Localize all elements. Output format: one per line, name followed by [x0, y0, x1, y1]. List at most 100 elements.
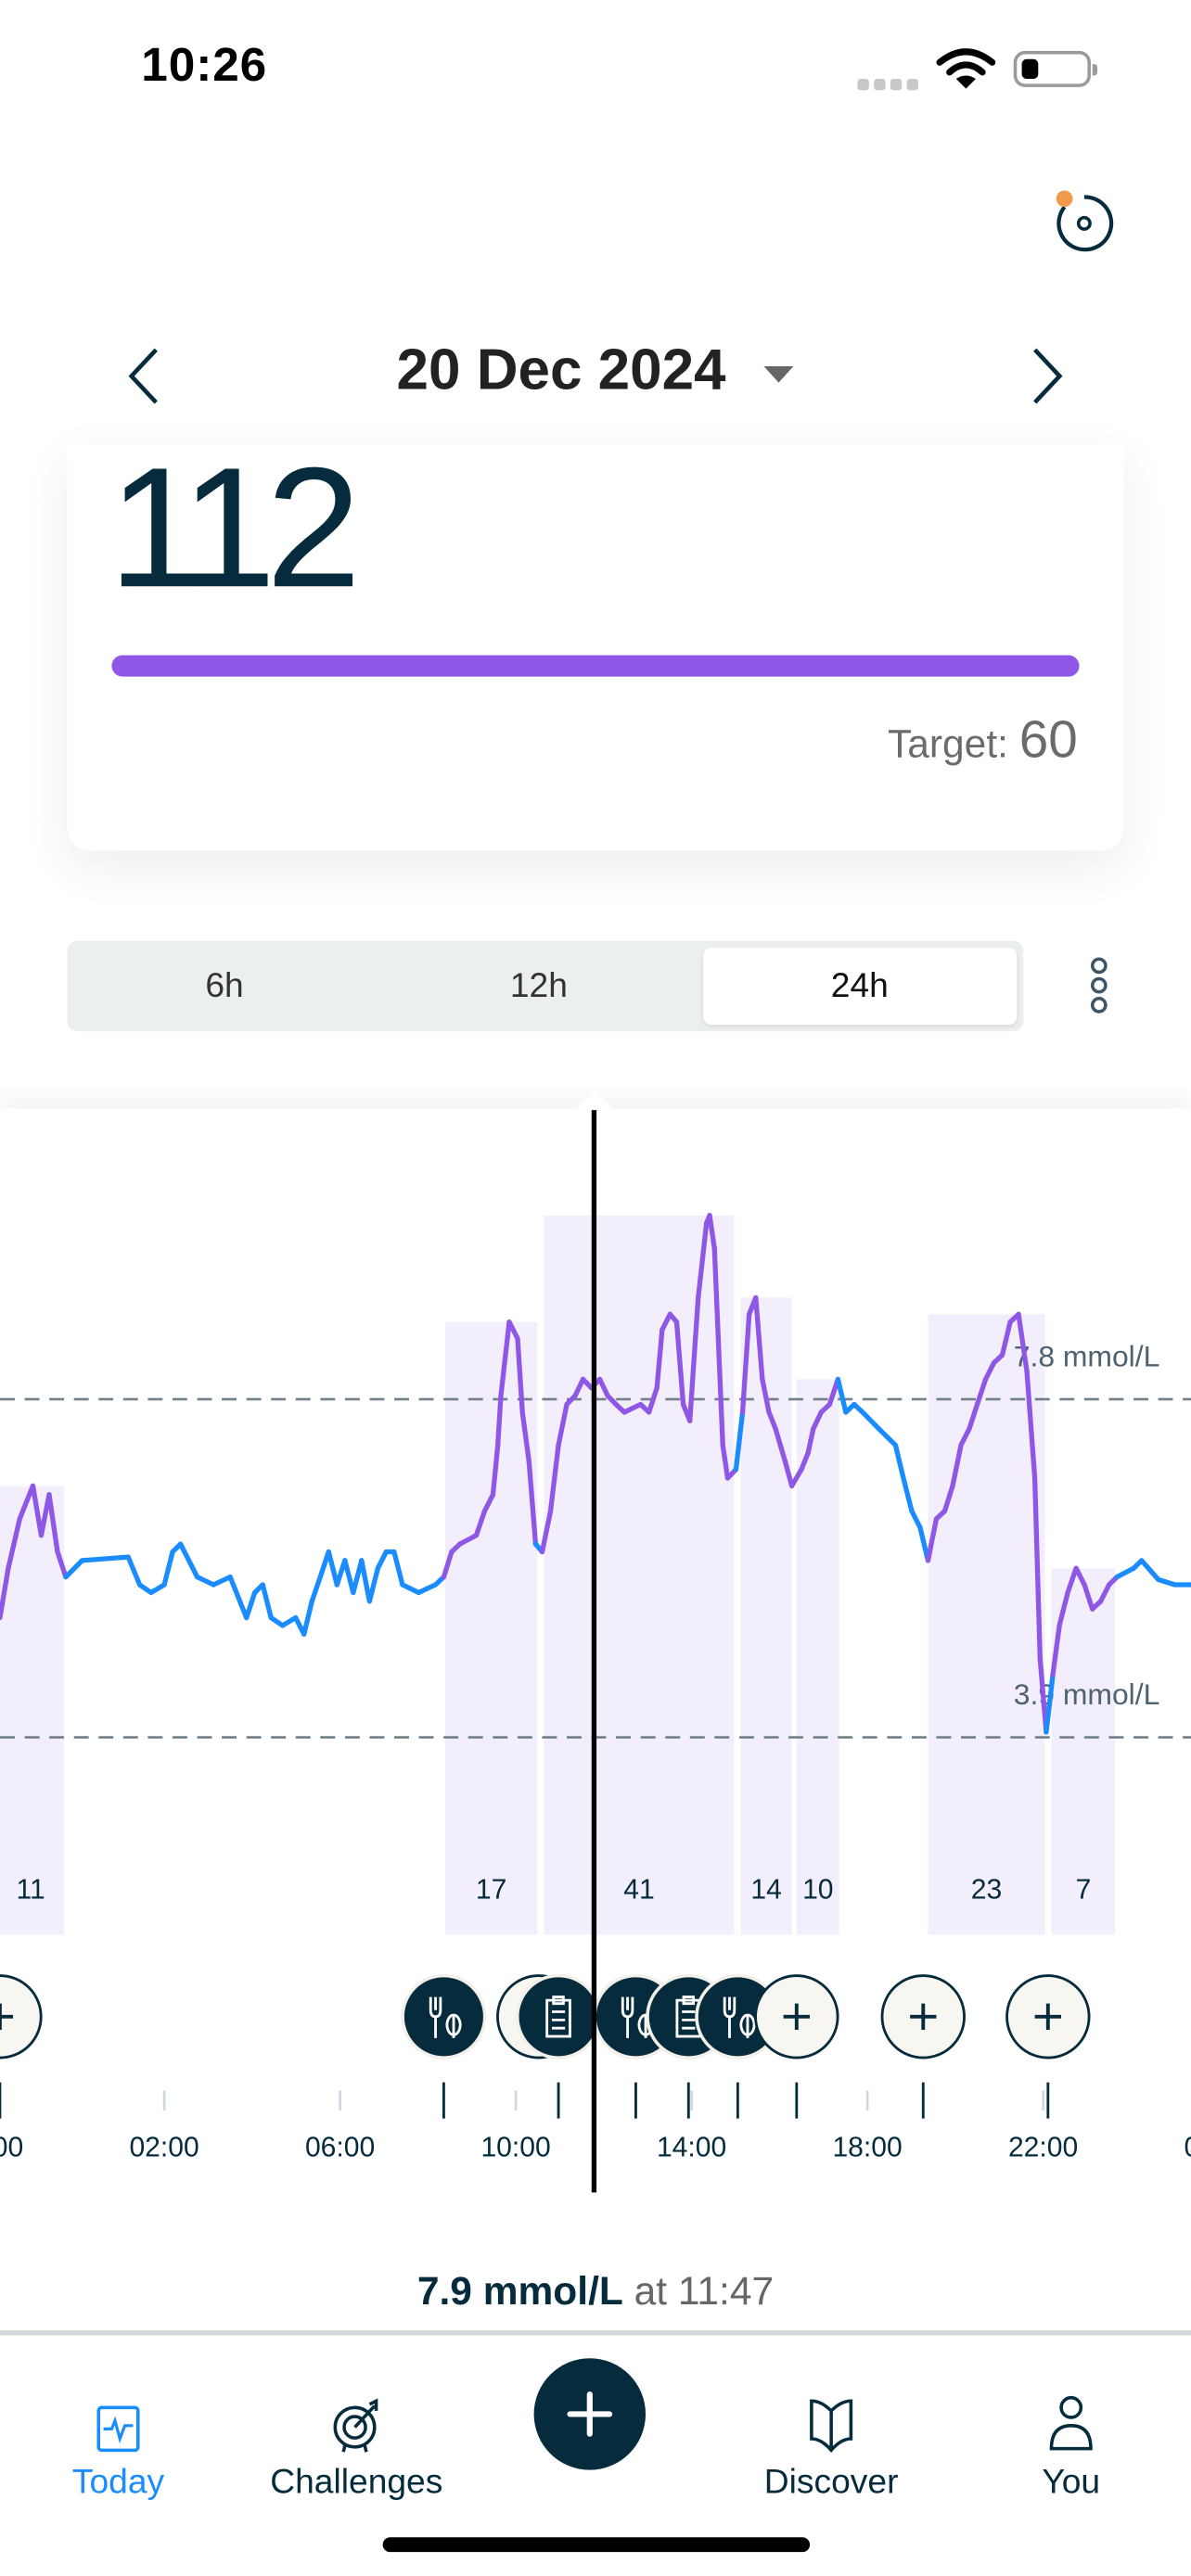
glucose-line-segment: [621, 1401, 644, 1415]
glucose-line-segment: [1065, 1565, 1079, 1596]
add-event-button[interactable]: [1005, 1974, 1091, 2060]
glucose-line-segment: [1082, 1582, 1095, 1612]
glucose-line-segment: [782, 1459, 795, 1489]
glucose-line-segment: [835, 1376, 849, 1415]
plus-icon: [783, 2003, 810, 2030]
sensor-status-button[interactable]: [1044, 184, 1123, 259]
glucose-line-segment: [654, 1327, 665, 1391]
meal-window[interactable]: [796, 1379, 839, 1935]
glucose-line-segment: [967, 1401, 980, 1432]
meal-window[interactable]: [544, 1215, 735, 1935]
glucose-line-segment: [539, 1508, 554, 1555]
glucose-line-segment: [227, 1574, 250, 1621]
add-event-button[interactable]: [0, 1974, 43, 2060]
previous-day-button[interactable]: [125, 345, 165, 407]
event-marker-circle: [0, 1974, 43, 2060]
glucose-line-segment: [892, 1442, 906, 1481]
glucose-line-segment: [309, 1574, 323, 1604]
glucose-line-segment: [0, 1565, 11, 1621]
threshold-label: 7.8 mmol/L: [1014, 1339, 1160, 1372]
glucose-line-segment: [495, 1393, 504, 1448]
glucose-line-segment: [811, 1409, 825, 1432]
glucose-line-segment: [125, 1554, 143, 1588]
cursor-notch-top: [574, 1090, 615, 1111]
glucose-line-segment: [773, 1426, 788, 1464]
glucose-line-segment: [457, 1533, 480, 1547]
glucose-line-segment: [720, 1442, 731, 1481]
glucose-line-segment: [30, 1483, 45, 1538]
meal-window[interactable]: [928, 1314, 1045, 1935]
tab-24h[interactable]: 24h: [702, 947, 1018, 1026]
glucose-line-segment: [753, 1294, 765, 1383]
glucose-line-segment: [711, 1245, 725, 1448]
add-event-button[interactable]: [880, 1974, 966, 2060]
threshold-label: 3.9 mmol/L: [1014, 1677, 1160, 1711]
glucose-line-segment: [901, 1475, 915, 1514]
x-axis-label: 22:00: [1008, 2132, 1078, 2162]
glucose-line-segment: [739, 1311, 752, 1415]
score-value: 112: [108, 433, 361, 624]
glucose-chart-panel[interactable]: 11 17 41 14 10 23 7 7.8 mmol/L 3.9 mmol/L 22:00 02…: [0, 1108, 1191, 2210]
glucose-line-segment: [982, 1359, 997, 1383]
glucose-line-segment: [498, 1320, 512, 1398]
readout-time: at 11:47: [634, 2269, 775, 2315]
tab-6h[interactable]: 6h: [205, 966, 244, 1004]
add-event-button[interactable]: [754, 1974, 839, 2060]
tab-you[interactable]: You: [972, 2391, 1170, 2503]
tab-challenges[interactable]: Challenges: [258, 2391, 455, 2503]
glucose-line-segment: [342, 1558, 356, 1596]
glucose-line-segment: [1024, 1369, 1038, 1481]
x-axis-label: 14:00: [657, 2132, 726, 2162]
window-score-label: 14: [750, 1874, 781, 1905]
home-indicator: [382, 2537, 811, 2553]
glucose-line-segment: [161, 1549, 175, 1588]
glucose-line-segment: [519, 1409, 531, 1464]
meal-event-button[interactable]: [401, 1973, 487, 2060]
status-time: 10:26: [141, 39, 268, 93]
glucose-line-segment: [696, 1220, 710, 1301]
glucose-line-segment: [359, 1558, 373, 1604]
target-value: 60: [1018, 709, 1078, 769]
glucose-line-segment: [6, 1516, 22, 1571]
glucose-line-segment: [1114, 1565, 1136, 1580]
plus-icon: [1034, 2003, 1061, 2030]
window-score-label: 41: [623, 1874, 654, 1905]
target-label: Target:: [887, 722, 1008, 768]
next-day-button[interactable]: [1027, 345, 1067, 407]
wifi-icon: [936, 48, 996, 89]
glucose-line-segment: [860, 1409, 882, 1432]
glucose-line-segment: [1044, 1672, 1056, 1735]
glucose-line-segment: [1139, 1558, 1161, 1583]
log-event-button[interactable]: [516, 1973, 602, 2060]
x-axis-label: 22:00: [0, 2132, 23, 2162]
glucose-line-segment: [788, 1467, 804, 1489]
x-axis-label: 10:00: [480, 2132, 550, 2162]
tab-12h[interactable]: 12h: [509, 966, 568, 1004]
glucose-line-segment: [1016, 1311, 1030, 1374]
meal-window[interactable]: [1051, 1568, 1116, 1935]
tab-discover[interactable]: Discover: [733, 2391, 930, 2503]
glucose-chart[interactable]: 11 17 41 14 10 23 7 7.8 mmol/L 3.9 mmol/L 22:00 02…: [0, 1108, 1191, 2209]
x-axis-label: 06:00: [305, 2132, 375, 2162]
tab-today[interactable]: Today: [19, 2391, 217, 2503]
glucose-line-segment: [177, 1541, 200, 1580]
more-options-button[interactable]: [1084, 956, 1114, 1015]
glucose-line-segment: [596, 1376, 610, 1398]
chevron-down-icon: [762, 365, 793, 383]
glucose-line-segment: [55, 1549, 69, 1580]
glucose-line-segment: [416, 1582, 439, 1596]
window-score-label: 23: [971, 1874, 1002, 1905]
glucose-line-segment: [481, 1492, 496, 1514]
glucose-line-segment: [515, 1335, 525, 1415]
glucose-line-segment: [473, 1508, 488, 1538]
battery-icon: [1013, 50, 1098, 87]
glucose-line-segment: [707, 1213, 717, 1251]
score-card: [67, 443, 1124, 851]
add-entry-button[interactable]: [533, 2358, 647, 2470]
meal-event-button[interactable]: [695, 1973, 781, 2060]
date-selector[interactable]: 20 Dec 2024: [0, 338, 1191, 404]
book-icon: [810, 2399, 853, 2454]
glucose-line-segment: [673, 1320, 686, 1408]
glucose-line-segment: [279, 1614, 299, 1628]
